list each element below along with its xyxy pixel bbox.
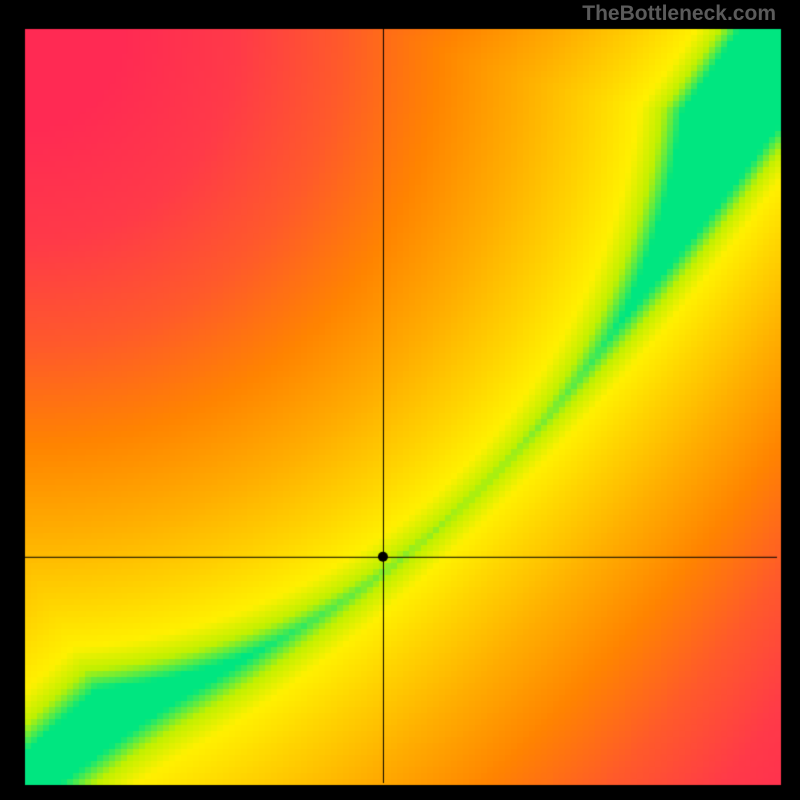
chart-container: TheBottleneck.com (0, 0, 800, 800)
attribution-label: TheBottleneck.com (582, 2, 776, 26)
bottleneck-heatmap (0, 0, 800, 800)
